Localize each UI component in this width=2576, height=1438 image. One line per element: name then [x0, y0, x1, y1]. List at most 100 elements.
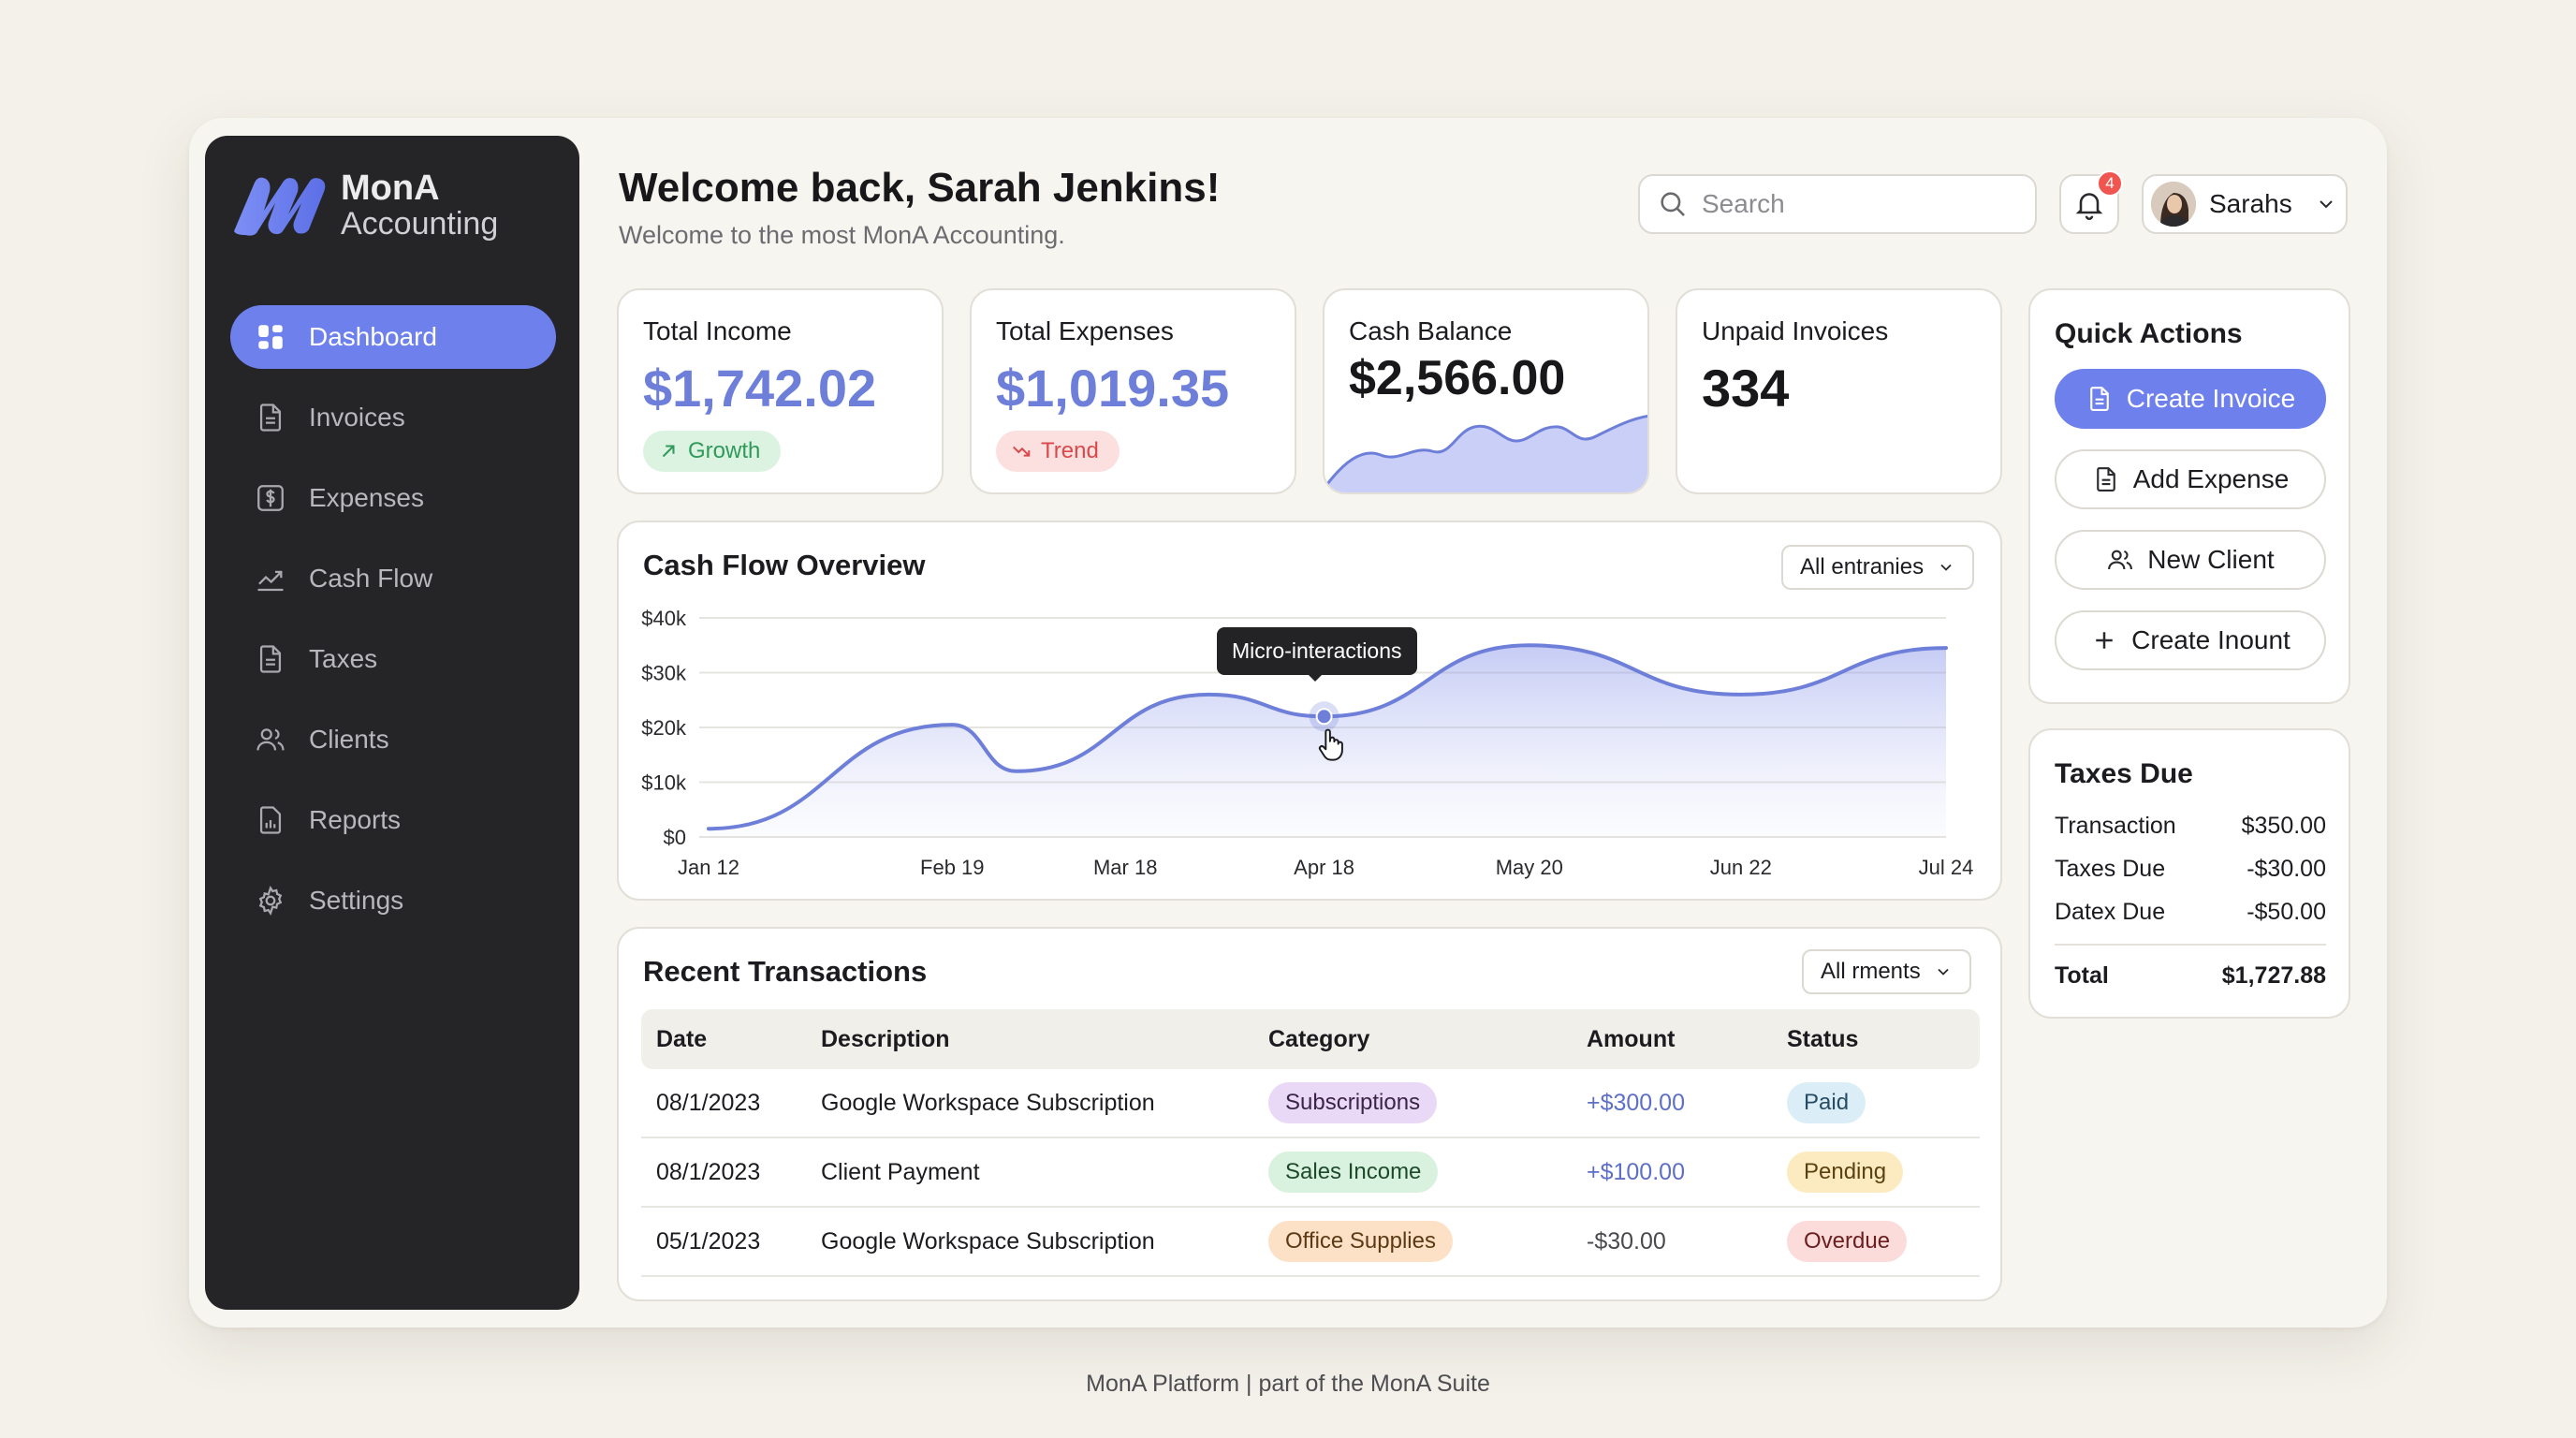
sidebar-nav: Dashboard Invoices Expenses Cash Flow Ta…: [230, 305, 556, 949]
cell-date: 05/1/2023: [656, 1227, 761, 1255]
balance-sparkline: [1325, 415, 1647, 492]
total-label: Total: [2055, 962, 2109, 989]
users-icon: [256, 728, 285, 751]
document-icon: [259, 645, 282, 673]
column-header-amount[interactable]: Amount: [1587, 1025, 1676, 1052]
sidebar-item-clients[interactable]: Clients: [230, 708, 556, 771]
tax-value: -$30.00: [2247, 856, 2326, 882]
cash-balance-card[interactable]: Cash Balance $2,566.00: [1323, 288, 1649, 494]
trend-badge: Trend: [996, 431, 1120, 472]
section-title: Cash Flow Overview: [643, 549, 926, 581]
category-tag: Subscriptions: [1268, 1082, 1438, 1123]
tax-value: -$50.00: [2247, 899, 2326, 925]
search-icon: [1661, 192, 1685, 216]
divider: [2055, 944, 2326, 946]
quick-actions-card: Quick Actions Create Invoice Add Expense…: [2028, 288, 2350, 704]
gear-icon: [258, 885, 283, 917]
sidebar-item-expenses[interactable]: Expenses: [230, 466, 556, 530]
table-row[interactable]: 08/1/2023 Client Payment Sales Income +$…: [641, 1138, 1980, 1208]
section-title: Recent Transactions: [643, 955, 928, 988]
growth-badge: Growth: [643, 431, 782, 472]
tax-label: Transaction: [2055, 813, 2176, 839]
tax-row: Datex Due -$50.00: [2055, 899, 2326, 926]
trend-label: Trend: [1041, 438, 1099, 463]
stat-label: Unpaid Invoices: [1702, 316, 1889, 345]
search-box[interactable]: [1638, 174, 2037, 234]
footer-text: MonA Platform | part of the MonA Suite: [1086, 1371, 1490, 1397]
status-badge: Overdue: [1787, 1221, 1908, 1262]
page-subtitle: Welcome to the most MonA Accounting.: [619, 221, 1065, 249]
bell-icon: [2075, 193, 2103, 220]
report-icon: [259, 806, 282, 834]
recent-transactions-card: Recent Transactions All rments Date Desc…: [617, 927, 2002, 1301]
column-header-date[interactable]: Date: [656, 1025, 708, 1052]
notifications-button[interactable]: 4: [2059, 170, 2123, 234]
tax-total-row: Total $1,727.88: [2055, 962, 2326, 990]
avatar: [2151, 182, 2196, 227]
x-tick-label: Feb 19: [920, 856, 985, 879]
document-icon: [2089, 387, 2109, 411]
x-tick-label: May 20: [1496, 856, 1563, 879]
sidebar-item-label: Dashboard: [309, 322, 437, 351]
unpaid-invoices-card[interactable]: Unpaid Invoices 334: [1676, 288, 2002, 494]
sidebar-item-label: Cash Flow: [309, 564, 433, 593]
sidebar-item-settings[interactable]: Settings: [230, 869, 556, 932]
chevron-down-icon: [1940, 564, 1952, 571]
cell-description: Google Workspace Subscription: [821, 1089, 1155, 1116]
create-invoice-button[interactable]: Create Invoice: [2055, 369, 2326, 429]
sidebar-item-label: Invoices: [309, 403, 405, 432]
sidebar-item-dashboard[interactable]: Dashboard: [230, 305, 556, 369]
cell-amount: +$300.00: [1587, 1089, 1685, 1116]
column-header-status[interactable]: Status: [1787, 1025, 1859, 1052]
highlight-point: [1315, 708, 1333, 726]
category-tag: Office Supplies: [1268, 1221, 1453, 1262]
add-expense-button[interactable]: Add Expense: [2055, 449, 2326, 509]
section-title: Taxes Due: [2055, 758, 2193, 789]
column-header-description[interactable]: Description: [821, 1025, 950, 1052]
x-tick-label: Jul 24: [1919, 856, 1974, 879]
transactions-filter[interactable]: All rments: [1802, 949, 1971, 994]
taxes-due-card: Taxes Due Transaction $350.00 Taxes Due …: [2028, 728, 2350, 1019]
trend-icon: [257, 570, 284, 592]
new-client-button[interactable]: New Client: [2055, 530, 2326, 590]
filter-label: All rments: [1821, 959, 1921, 984]
status-badge: Paid: [1787, 1082, 1866, 1123]
y-tick-label: $40k: [641, 607, 687, 630]
sidebar-item-label: Clients: [309, 725, 389, 754]
y-tick-label: $10k: [641, 771, 687, 795]
growth-label: Growth: [688, 438, 761, 463]
tax-row: Taxes Due -$30.00: [2055, 856, 2326, 883]
sidebar-item-reports[interactable]: Reports: [230, 788, 556, 852]
button-label: Add Expense: [2132, 464, 2290, 493]
create-inount-button[interactable]: Create Inount: [2055, 610, 2326, 670]
stat-value: 334: [1702, 359, 1790, 418]
column-header-category[interactable]: Category: [1268, 1025, 1370, 1052]
y-tick-label: $20k: [641, 716, 687, 740]
stat-label: Total Expenses: [996, 316, 1174, 345]
dollar-icon: [257, 485, 284, 511]
sidebar-item-taxes[interactable]: Taxes: [230, 627, 556, 691]
x-tick-label: Jan 12: [678, 856, 739, 879]
app-logo[interactable]: MonA Accounting: [230, 170, 498, 240]
cell-date: 08/1/2023: [656, 1089, 761, 1116]
search-input[interactable]: [1702, 189, 2020, 219]
user-menu[interactable]: Sarahs: [2142, 174, 2348, 234]
tax-value: $350.00: [2241, 813, 2326, 839]
table-header: Date Description Category Amount Status: [641, 1009, 1980, 1069]
transactions-table: Date Description Category Amount Status …: [641, 1009, 1980, 1277]
table-row[interactable]: 05/1/2023 Google Workspace Subscription …: [641, 1208, 1980, 1277]
trend-down-icon: [1013, 446, 1031, 457]
stat-label: Cash Balance: [1349, 316, 1513, 345]
table-row[interactable]: 08/1/2023 Google Workspace Subscription …: [641, 1069, 1980, 1138]
sidebar-item-label: Settings: [309, 886, 404, 915]
cash-flow-filter[interactable]: All entranies: [1781, 545, 1975, 590]
total-income-card[interactable]: Total Income $1,742.02 Growth: [617, 288, 944, 494]
sidebar-item-invoices[interactable]: Invoices: [230, 386, 556, 449]
button-label: New Client: [2147, 545, 2275, 574]
sidebar-item-cash-flow[interactable]: Cash Flow: [230, 547, 556, 610]
tax-label: Datex Due: [2055, 899, 2166, 925]
series-line: [707, 643, 1948, 831]
x-tick-label: Jun 22: [1710, 856, 1772, 879]
total-expenses-card[interactable]: Total Expenses $1,019.35 Trend: [970, 288, 1296, 494]
hand-cursor-icon: [1318, 728, 1343, 761]
